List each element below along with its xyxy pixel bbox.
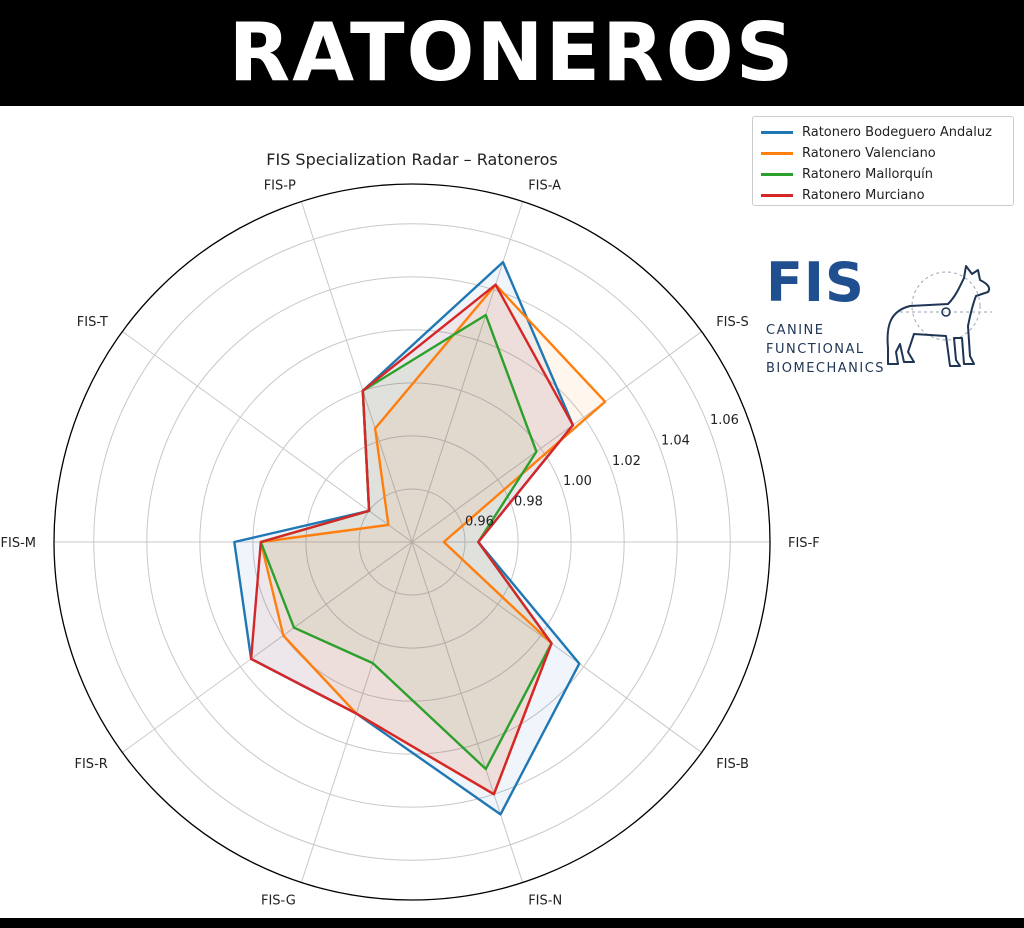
radial-tick-label: 1.02	[612, 454, 641, 469]
axis-label: FIS-A	[528, 178, 561, 193]
axis-label: FIS-R	[75, 757, 108, 772]
series-line-3	[249, 283, 575, 796]
legend-item: Ratonero Valenciano	[761, 143, 1013, 164]
axis-label: FIS-P	[264, 178, 296, 193]
legend-item: Ratonero Mallorquín	[761, 164, 1013, 185]
legend-swatch	[761, 194, 793, 197]
legend-swatch	[761, 152, 793, 155]
chart-title: FIS Specialization Radar – Ratoneros	[266, 150, 557, 169]
spoke-gridline	[411, 541, 524, 883]
ring-gridline	[146, 276, 678, 808]
ring-gridline	[199, 329, 625, 755]
spoke-gridline	[300, 201, 413, 543]
radial-tick-label: 1.06	[710, 413, 739, 428]
axis-label: FIS-N	[528, 894, 562, 909]
legend-label: Ratonero Mallorquín	[802, 167, 933, 182]
spoke-gridline	[411, 541, 702, 753]
series-fill-3	[251, 284, 573, 795]
spoke-gridline	[411, 331, 702, 543]
legend-swatch	[761, 131, 793, 134]
ring-gridline	[305, 435, 519, 649]
radial-tick-label: 0.98	[514, 494, 543, 509]
legend-label: Ratonero Murciano	[802, 188, 925, 203]
spoke-gridline	[122, 541, 413, 753]
logo-line-3: BIOMECHANICS	[766, 361, 886, 376]
axis-label: FIS-M	[1, 536, 36, 551]
ring-gridline	[358, 488, 466, 596]
ring-gridline	[93, 223, 731, 861]
title-banner: RATONEROS	[0, 0, 1024, 106]
series-fill-1	[260, 284, 606, 795]
bottom-bar	[0, 918, 1024, 928]
legend-item: Ratonero Bodeguero Andaluz	[761, 122, 1013, 143]
radial-tick-label: 1.04	[661, 434, 690, 449]
spoke-gridline	[411, 201, 524, 543]
axis-label: FIS-S	[716, 315, 749, 330]
legend-swatch	[761, 173, 793, 176]
chart-legend: Ratonero Bodeguero Andaluz Ratonero Valen…	[752, 116, 1014, 206]
legend-item: Ratonero Murciano	[761, 185, 1013, 206]
radial-tick-label: 1.00	[563, 474, 592, 489]
polar-frame	[53, 183, 771, 901]
axis-label: FIS-B	[716, 757, 749, 772]
dog-silhouette-icon	[886, 265, 992, 367]
logo-mark: FIS	[766, 251, 865, 314]
axis-label: FIS-G	[261, 894, 296, 909]
logo-line-2: FUNCTIONAL	[766, 342, 865, 357]
page-title: RATONEROS	[228, 6, 796, 99]
legend-label: Ratonero Bodeguero Andaluz	[802, 125, 992, 140]
legend-label: Ratonero Valenciano	[802, 146, 936, 161]
radial-tick-label: 0.96	[465, 515, 494, 530]
logo-line-1: CANINE	[766, 323, 825, 338]
series-fill-2	[260, 315, 552, 769]
fis-logo: FIS CANINE FUNCTIONAL BIOMECHANICS	[762, 256, 998, 380]
axis-label: FIS-T	[77, 315, 108, 330]
axis-label: FIS-F	[788, 536, 820, 551]
spoke-gridline	[122, 331, 413, 543]
